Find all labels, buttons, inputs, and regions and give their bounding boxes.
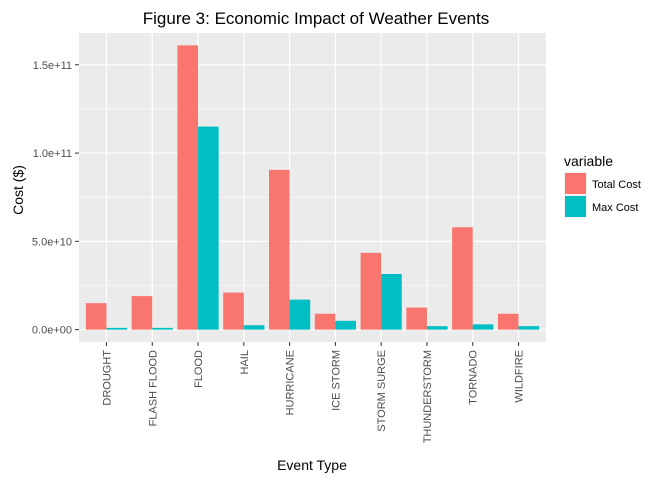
bar-max-cost-hurricane <box>289 299 311 330</box>
plot-panel <box>79 33 546 342</box>
y-tick-label: 5.0e+10 <box>32 236 72 248</box>
x-tick-label: HURRICANE <box>285 350 297 415</box>
bar-max-cost-tornado <box>472 324 494 330</box>
bar-max-cost-thunderstorm <box>426 326 448 330</box>
bar-total-cost-ice-storm <box>314 313 336 330</box>
bar-total-cost-hail <box>223 292 244 330</box>
bar-max-cost-wildfire <box>518 326 540 330</box>
legend: variable Total Cost Max Cost <box>564 153 641 218</box>
legend-key-total-cost <box>565 173 586 194</box>
x-tick-label: FLASH FLOOD <box>147 350 159 426</box>
x-tick-label: WILDFIRE <box>514 350 526 403</box>
x-tick-label: THUNDERSTORM <box>422 350 434 443</box>
x-tick-label: TORNADO <box>468 350 480 405</box>
y-tick-label: 1.0e+11 <box>33 148 72 160</box>
bar-max-cost-drought <box>106 327 128 330</box>
y-axis: 0.0e+00 5.0e+10 1.0e+11 1.5e+11 <box>32 60 79 337</box>
bar-max-cost-flash-flood <box>152 327 173 330</box>
x-tick-label: FLOOD <box>193 350 205 388</box>
bar-total-cost-flood <box>177 45 199 330</box>
x-axis: DROUGHT FLASH FLOOD FLOOD HAIL HURRICANE ICE … <box>101 342 526 443</box>
x-tick-label: ICE STORM <box>330 350 342 411</box>
bar-max-cost-hail <box>243 325 265 330</box>
x-tick-label: DROUGHT <box>101 350 113 406</box>
legend-label: Max Cost <box>592 202 638 214</box>
chart-title: Figure 3: Economic Impact of Weather Eve… <box>143 9 489 28</box>
x-tick-label: STORM SURGE <box>376 350 388 432</box>
y-axis-title: Cost ($) <box>10 165 26 215</box>
bar-total-cost-storm-surge <box>360 252 382 330</box>
bar-total-cost-drought <box>85 303 107 330</box>
x-axis-title: Event Type <box>277 457 347 473</box>
legend-title: variable <box>564 153 613 169</box>
bar-total-cost-hurricane <box>269 169 290 330</box>
bar-max-cost-storm-surge <box>381 274 402 330</box>
bar-total-cost-tornado <box>452 227 473 330</box>
bar-total-cost-thunderstorm <box>406 307 427 330</box>
legend-key-max-cost <box>565 196 586 217</box>
panel-background <box>79 33 546 342</box>
legend-label: Total Cost <box>592 179 641 191</box>
x-tick-label: HAIL <box>239 350 251 374</box>
bar-total-cost-flash-flood <box>131 296 153 330</box>
y-tick-label: 0.0e+00 <box>32 325 72 337</box>
y-tick-label: 1.5e+11 <box>33 60 72 72</box>
bar-max-cost-flood <box>198 126 219 330</box>
bar-total-cost-wildfire <box>497 313 519 330</box>
bar-max-cost-ice-storm <box>335 320 356 330</box>
